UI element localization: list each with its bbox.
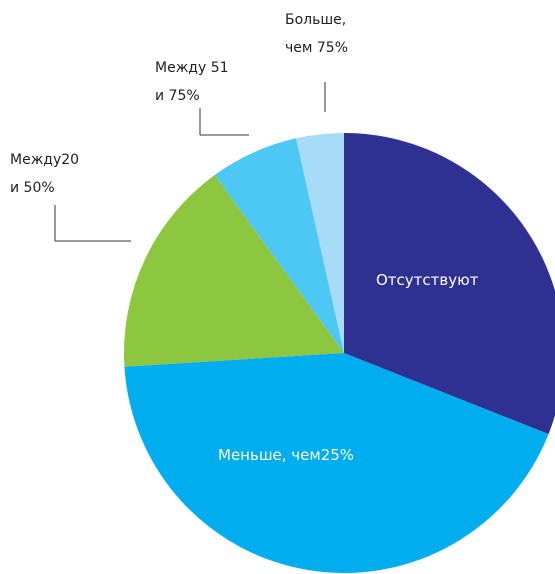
pie-slice bbox=[124, 353, 549, 573]
pie-slice bbox=[214, 138, 344, 353]
slice-label: Меньше, чем25% bbox=[218, 446, 355, 464]
pie-slice bbox=[296, 133, 344, 353]
slice-label: Больше, чем 75% bbox=[285, 12, 349, 56]
slice-label: Между 51 и 75% bbox=[155, 60, 229, 104]
slice-label: Отсутствуют bbox=[376, 271, 479, 289]
pie-slice bbox=[124, 175, 344, 367]
pie-slice bbox=[344, 133, 555, 434]
slice-label: Между20 и 50% bbox=[10, 152, 80, 196]
